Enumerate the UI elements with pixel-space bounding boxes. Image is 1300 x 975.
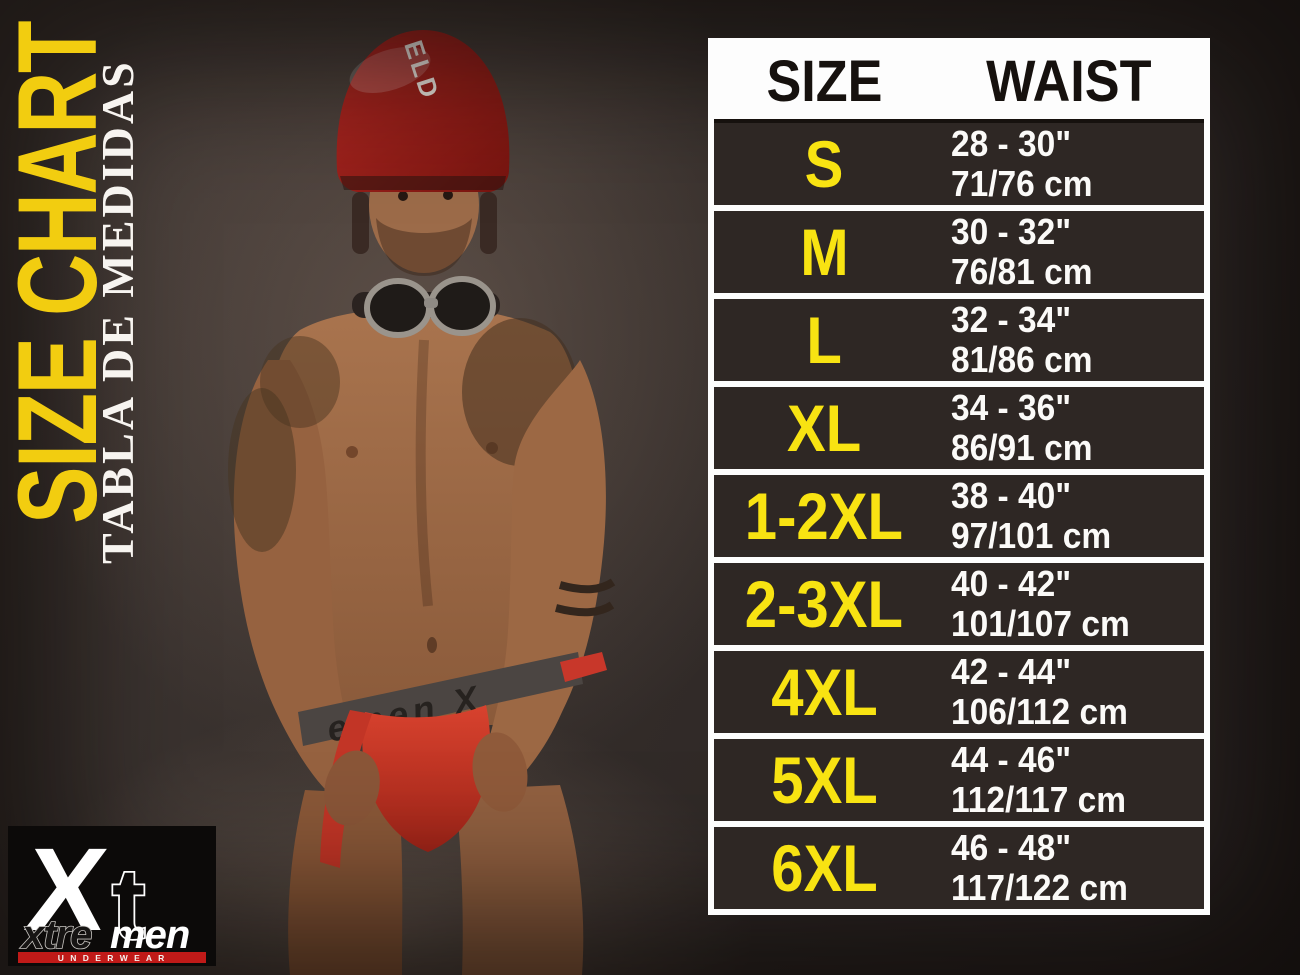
armband-tattoo [554,601,615,617]
column-header-size: SIZE [766,49,883,114]
waist-cell: 38 - 40" 97/101 cm [935,475,1205,557]
xtremen-logo: X t xtre men U N D E R W E A R [8,826,216,966]
shoulder-tattoo [260,336,340,428]
model-hands [324,732,528,826]
waist-cm: 86/91 cm [950,427,1092,468]
waist-cm: 112/117 cm [950,779,1126,820]
waist-inches: 28 - 30" [950,123,1071,164]
waist-cell: 44 - 46" 112/117 cm [935,739,1205,821]
size-cell: 5XL [770,743,878,817]
waist-cell: 28 - 30" 71/76 cm [935,123,1205,205]
waist-cell: 42 - 44" 106/112 cm [935,651,1205,733]
size-cell: 4XL [770,655,878,729]
model-legs [288,785,584,975]
goggles [352,276,500,338]
size-cell: 2-3XL [745,567,904,641]
column-header-waist: WAIST [986,49,1152,114]
waist-cell: 40 - 42" 101/107 cm [935,563,1205,645]
size-cell: L [806,303,842,377]
table-row: M 30 - 32" 76/81 cm [714,205,1204,293]
size-cell: XL [787,391,862,465]
arm-tattoo [228,388,296,552]
table-row: 5XL 44 - 46" 112/117 cm [714,733,1204,821]
red-helmet: ELD [336,30,510,192]
logo-monogram-x: X [20,826,113,956]
logo-monogram-t: t [112,848,145,960]
waist-cm: 106/112 cm [950,691,1128,732]
waist-cm: 71/76 cm [950,163,1092,204]
size-table: SIZE WAIST S 28 - 30" 71/76 cm M 30 - 32… [708,38,1210,915]
waist-inches: 30 - 32" [950,211,1071,252]
size-cell: M [800,215,849,289]
waist-inches: 38 - 40" [950,475,1071,516]
waist-cm: 117/122 cm [950,867,1128,908]
size-cell: 6XL [770,831,878,905]
logo-wordmark-xtre: xtre [20,913,92,957]
waist-cm: 76/81 cm [950,251,1092,292]
waist-inches: 32 - 34" [950,299,1071,340]
size-cell: 1-2XL [745,479,904,553]
waist-cm: 81/86 cm [950,339,1092,380]
logo-wordmark-men: men [110,913,189,957]
waist-inches: 46 - 48" [950,827,1071,868]
logo-red-bar [18,952,206,963]
size-cell: S [804,127,844,201]
table-row: 4XL 42 - 44" 106/112 cm [714,645,1204,733]
waist-inches: 44 - 46" [950,739,1071,780]
poster-title-english: SIZE CHART [0,21,120,524]
poster-title-spanish: TABLA DE MEDIDAS [92,59,143,564]
waist-cell: 32 - 34" 81/86 cm [935,299,1205,381]
waist-inches: 34 - 36" [950,387,1071,428]
table-row: XL 34 - 36" 86/91 cm [714,381,1204,469]
waist-cell: 46 - 48" 117/122 cm [935,827,1205,909]
table-row: 2-3XL 40 - 42" 101/107 cm [714,557,1204,645]
waist-cell: 30 - 32" 76/81 cm [935,211,1205,293]
waist-cm: 101/107 cm [950,603,1130,644]
logo-tagline: U N D E R W E A R [58,953,166,963]
waist-cell: 34 - 36" 86/91 cm [935,387,1205,469]
table-row: S 28 - 30" 71/76 cm [714,123,1204,205]
armband-tattoo [558,578,616,594]
logo-background [8,826,216,966]
waist-cm: 97/101 cm [950,515,1111,556]
size-table-header: SIZE WAIST [714,44,1204,123]
waist-inches: 40 - 42" [950,563,1071,604]
table-row: 1-2XL 38 - 40" 97/101 cm [714,469,1204,557]
table-row: L 32 - 34" 81/86 cm [714,293,1204,381]
waist-inches: 42 - 44" [950,651,1071,692]
table-row: 6XL 46 - 48" 117/122 cm [714,821,1204,909]
